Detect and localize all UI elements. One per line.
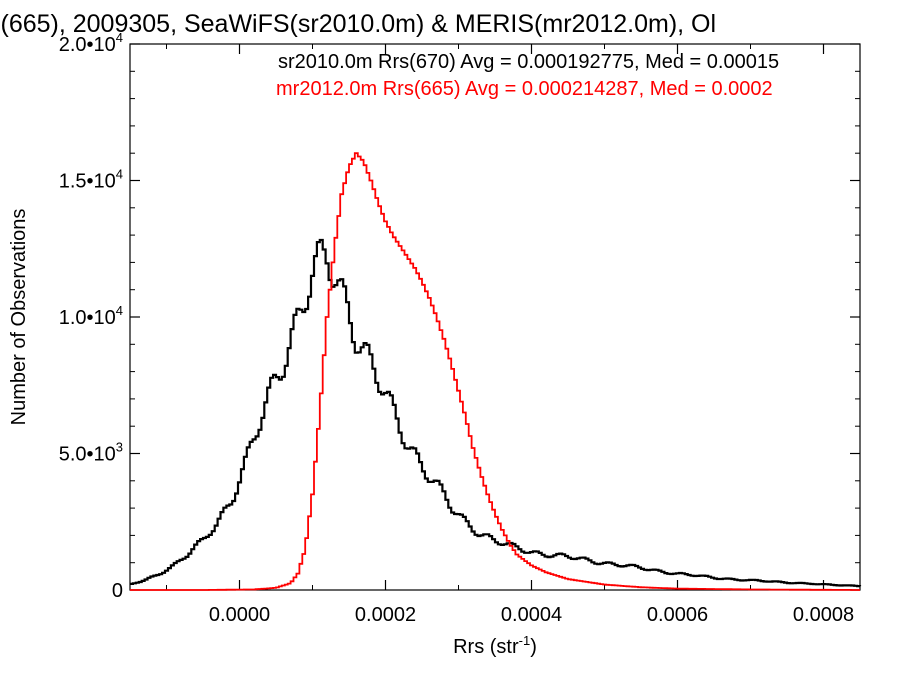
y-tick-mantissa: 5.0•10 bbox=[59, 444, 116, 466]
y-tick-label: 1.5•104 bbox=[59, 167, 123, 193]
y-tick-exponent: 3 bbox=[116, 440, 123, 455]
x-axis-label-end: ) bbox=[530, 636, 537, 658]
y-tick-label: 2.0•104 bbox=[59, 30, 123, 56]
x-axis-label-sup: -1 bbox=[519, 633, 531, 648]
x-tick-label: 0.0004 bbox=[501, 604, 562, 626]
legend-entry-red: mr2012.0m Rrs(665) Avg = 0.000214287, Me… bbox=[276, 78, 773, 100]
y-tick-label: 0 bbox=[112, 580, 123, 602]
x-tick-label: 0.0008 bbox=[793, 604, 854, 626]
series-group bbox=[130, 152, 862, 591]
y-tick-exponent: 4 bbox=[116, 30, 123, 45]
y-tick-exponent: 4 bbox=[116, 303, 123, 318]
y-tick-mantissa: 1.0•10 bbox=[59, 307, 116, 329]
x-tick-label: 0.0002 bbox=[355, 604, 416, 626]
y-tick-mantissa: 2.0•10 bbox=[59, 34, 116, 56]
y-tick-exponent: 4 bbox=[116, 167, 123, 182]
x-tick-label: 0.0000 bbox=[209, 604, 270, 626]
plot-frame bbox=[129, 43, 861, 591]
series-line-black bbox=[130, 238, 862, 588]
x-axis-label-main: Rrs (str bbox=[453, 636, 519, 658]
x-tick-label: 0.0006 bbox=[647, 604, 708, 626]
chart-title: s(665), 2009305, SeaWiFS(sr2010.0m) & ME… bbox=[0, 10, 716, 38]
y-tick-label: 5.0•103 bbox=[59, 440, 123, 466]
axis-ticks: 0.0000 0.0002 0.0004 0.0006 0.0008 0 5.0•103 1.… bbox=[59, 30, 860, 626]
y-tick-mantissa: 1.5•10 bbox=[59, 171, 116, 193]
series-line-red bbox=[130, 152, 860, 591]
y-axis-label: Number of Observations bbox=[8, 209, 30, 426]
legend-entry-black: sr2010.0m Rrs(670) Avg = 0.000192775, Me… bbox=[278, 51, 779, 73]
x-axis-label: Rrs (str-1) bbox=[453, 633, 537, 658]
y-tick-label: 1.0•104 bbox=[59, 303, 123, 329]
